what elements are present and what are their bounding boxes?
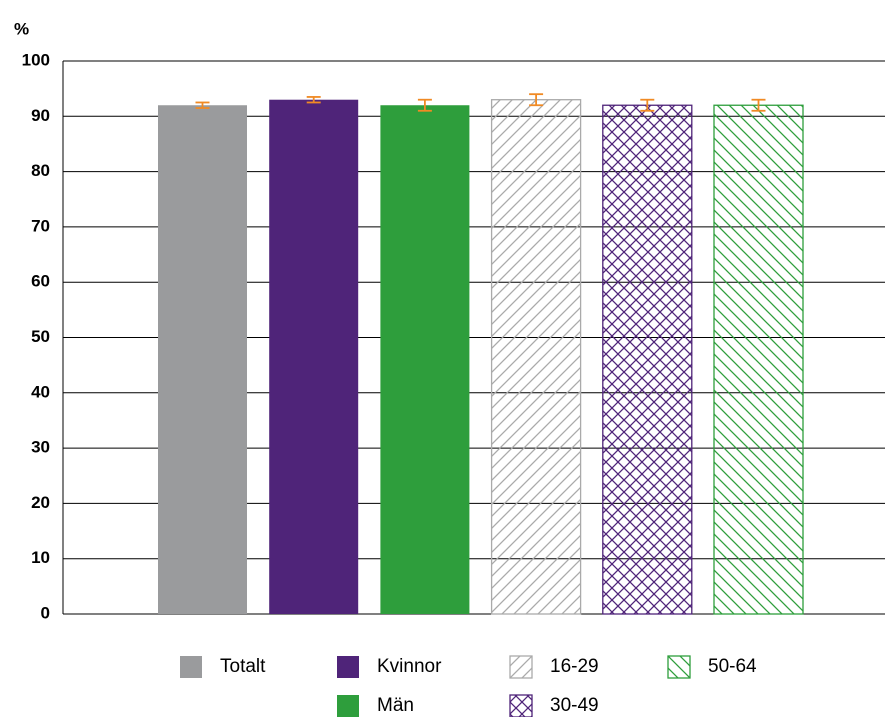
legend-label: 30-49 (550, 695, 599, 716)
bar (602, 104, 693, 615)
y-tick-label: 20 (31, 493, 50, 512)
y-tick-label: 60 (31, 272, 50, 291)
legend-label: Män (377, 695, 414, 716)
legend-label: Kvinnor (377, 656, 442, 677)
error-bar (529, 93, 544, 107)
y-tick-label: 40 (31, 382, 50, 401)
y-tick-label: 0 (41, 603, 50, 622)
error-bar (195, 101, 210, 109)
legend-label: 50-64 (708, 656, 757, 677)
y-tick-label: 10 (31, 548, 50, 567)
bar (490, 99, 582, 615)
y-axis-label: % (14, 19, 29, 38)
legend-swatch (509, 694, 533, 717)
y-tick-label: 50 (31, 327, 50, 346)
error-bar (306, 96, 321, 104)
legend-label: Totalt (220, 656, 266, 677)
y-tick-label: 100 (22, 50, 50, 69)
error-bar (417, 98, 432, 112)
y-tick-label: 70 (31, 216, 50, 235)
y-tick-label: 30 (31, 438, 50, 457)
legend-label: 16-29 (550, 656, 599, 677)
y-tick-label: 80 (31, 161, 50, 180)
error-bar (751, 98, 766, 112)
legend-swatch (509, 655, 533, 679)
legend-swatch (667, 655, 691, 679)
bar (269, 99, 359, 614)
legend-swatch (180, 656, 202, 678)
legend-swatch (337, 656, 359, 678)
bar (380, 105, 470, 615)
legend-swatch (337, 695, 359, 717)
bar (158, 105, 247, 615)
y-tick-label: 90 (31, 106, 50, 125)
error-bar (640, 98, 655, 112)
bar (713, 104, 804, 615)
